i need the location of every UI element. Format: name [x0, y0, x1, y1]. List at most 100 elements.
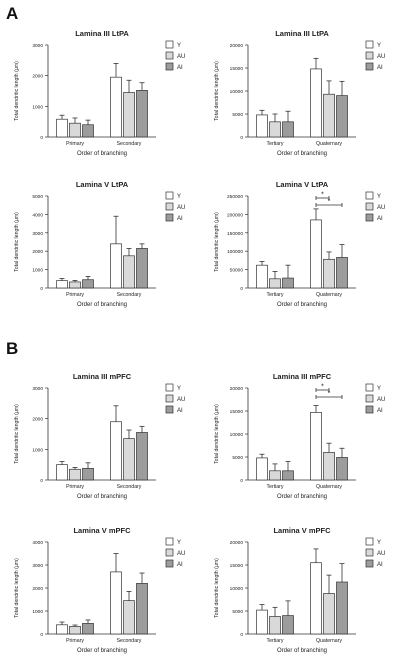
bar [110, 421, 122, 481]
chart-title: Lamina V LtPA [76, 180, 129, 189]
legend-swatch [165, 383, 174, 392]
y-axis-label: Total dendritic length (μm) [14, 404, 20, 464]
legend-label: AU [377, 397, 385, 403]
legend-label: AI [377, 408, 383, 414]
chart-4: Lamina V LtPA 0 50000 100000 150000 200000 250… [214, 180, 385, 308]
bar [56, 280, 68, 289]
y-tick-label: 2000 [32, 586, 43, 592]
y-tick-label: 150000 [227, 231, 243, 237]
bar [282, 277, 294, 289]
y-tick-label: 0 [40, 135, 43, 141]
chart-title: Lamina III LtPA [75, 29, 129, 38]
x-axis-label: Order of branching [77, 302, 127, 308]
y-tick-label: 20000 [230, 386, 244, 392]
bar [310, 412, 322, 481]
bar [269, 616, 281, 635]
y-axis-label: Total dendritic length (μm) [14, 212, 20, 272]
legend-label: AU [377, 205, 385, 211]
legend-swatch [165, 40, 174, 49]
y-tick-label: 50000 [230, 268, 244, 274]
y-tick-label: 100000 [227, 249, 243, 255]
legend-swatch [365, 213, 374, 222]
bar [336, 257, 348, 289]
legend-label: Y [377, 540, 381, 546]
y-tick-label: 1000 [32, 104, 43, 110]
chart-6: Lamina III mPFC 0 5000 10000 15000 20000 Total… [214, 372, 385, 500]
legend-label: AU [177, 551, 185, 557]
y-tick-label: 5000 [32, 194, 43, 200]
x-tick-label: Tertiary [266, 141, 283, 147]
legend-swatch [165, 548, 174, 557]
bar [123, 600, 135, 635]
bar [110, 76, 122, 138]
bar [56, 464, 68, 481]
legend-swatch [365, 559, 374, 568]
x-tick-label: Tertiary [266, 638, 283, 644]
bar [282, 470, 294, 481]
significance-label: * [321, 192, 324, 199]
y-tick-label: 5000 [232, 112, 243, 118]
legend-label: AI [177, 65, 183, 71]
y-tick-label: 10000 [230, 586, 244, 592]
legend-label: AU [177, 205, 185, 211]
legend-swatch [165, 213, 174, 222]
y-tick-label: 5000 [232, 609, 243, 615]
legend-swatch [165, 62, 174, 71]
significance-label: * [328, 199, 331, 206]
y-tick-label: 15000 [230, 563, 244, 569]
x-tick-label: Secondary [117, 141, 142, 147]
x-tick-label: Primary [66, 638, 84, 644]
y-tick-label: 2000 [32, 249, 43, 255]
legend-swatch [365, 202, 374, 211]
y-tick-label: 15000 [230, 409, 244, 415]
chart-7: Lamina V mPFC 0 1000 2000 3000 4000 Total dend… [14, 526, 185, 654]
bar [310, 562, 322, 635]
panel-letter-a: A [6, 4, 19, 23]
bar [310, 219, 322, 289]
y-tick-label: 0 [240, 135, 243, 141]
legend-label: Y [177, 43, 181, 49]
legend-swatch [365, 405, 374, 414]
y-axis-label: Total dendritic length (μm) [214, 61, 220, 121]
y-tick-label: 1000 [32, 447, 43, 453]
legend-swatch [365, 537, 374, 546]
legend-label: AI [377, 65, 383, 71]
significance-label: * [328, 391, 331, 398]
legend-swatch [365, 51, 374, 60]
legend-swatch [365, 40, 374, 49]
bar [336, 457, 348, 481]
y-tick-label: 10000 [230, 432, 244, 438]
legend-swatch [165, 202, 174, 211]
bar [323, 258, 335, 289]
chart-2: Lamina III LtPA 0 5000 10000 15000 20000 Total… [214, 29, 385, 157]
y-tick-label: 4000 [32, 212, 43, 218]
x-tick-label: Quaternary [316, 292, 342, 298]
y-tick-label: 0 [40, 632, 43, 638]
x-axis-label: Order of branching [77, 494, 127, 500]
x-tick-label: Primary [66, 141, 84, 147]
chart-title: Lamina V LtPA [276, 180, 329, 189]
y-tick-label: 200000 [227, 212, 243, 218]
chart-title: Lamina V mPFC [273, 526, 331, 535]
bar [56, 624, 68, 635]
legend-label: AU [377, 551, 385, 557]
x-tick-label: Primary [66, 484, 84, 490]
y-tick-label: 2000 [32, 74, 43, 80]
bar [256, 114, 268, 138]
y-axis-label: Total dendritic length (μm) [214, 558, 220, 618]
y-tick-label: 3000 [32, 563, 43, 569]
legend-label: Y [377, 43, 381, 49]
legend-swatch [165, 394, 174, 403]
legend-swatch [165, 559, 174, 568]
y-tick-label: 0 [240, 632, 243, 638]
chart-title: Lamina III mPFC [273, 372, 332, 381]
bar [82, 124, 94, 138]
legend-label: AI [177, 562, 183, 568]
legend-label: AU [177, 54, 185, 60]
bar [136, 248, 148, 289]
y-tick-label: 20000 [230, 43, 244, 49]
y-tick-label: 0 [240, 478, 243, 484]
legend-swatch [365, 191, 374, 200]
x-tick-label: Quaternary [316, 484, 342, 490]
